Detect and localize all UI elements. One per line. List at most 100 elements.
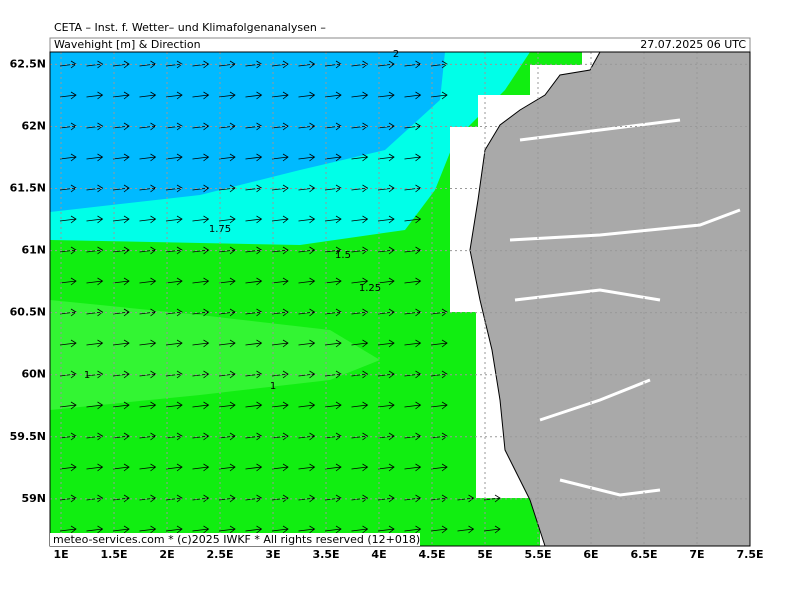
wave-arrow xyxy=(351,91,369,100)
contour-label: 1.75 xyxy=(209,224,231,235)
wave-arrow xyxy=(351,153,369,162)
wave-arrow xyxy=(165,91,183,100)
wave-arrow xyxy=(377,463,395,472)
x-tick-label: 3E xyxy=(265,548,280,561)
y-tick-label: 61N xyxy=(21,244,46,257)
wave-arrow xyxy=(404,308,422,317)
wave-arrow xyxy=(430,432,448,441)
wave-arrow xyxy=(112,215,130,224)
wave-arrow xyxy=(139,339,157,348)
wave-arrow xyxy=(86,308,104,317)
wave-arrow xyxy=(192,153,210,162)
wave-arrow xyxy=(404,432,422,441)
fjords xyxy=(509,118,741,497)
wave-arrow xyxy=(112,91,130,100)
x-tick-label: 6E xyxy=(583,548,598,561)
wave-arrow xyxy=(86,215,104,224)
wave-arrow xyxy=(86,246,104,255)
wave-arrow xyxy=(139,525,157,534)
wave-arrow xyxy=(139,432,157,441)
footer-box xyxy=(50,533,420,546)
wave-arrow xyxy=(192,525,210,534)
wave-arrow xyxy=(59,463,77,472)
wave-arrow xyxy=(245,339,263,348)
wave-arrow xyxy=(377,339,395,348)
wave-arrow xyxy=(192,91,210,100)
title: CETA – Inst. f. Wetter– und Klimafolgena… xyxy=(54,21,326,34)
wave-arrow xyxy=(59,494,77,503)
wave-arrow xyxy=(218,91,236,100)
wave-arrow xyxy=(430,308,448,317)
wave-arrow xyxy=(298,401,316,410)
wave-arrow xyxy=(324,370,342,379)
wave-arrow xyxy=(112,401,130,410)
wave-arrow xyxy=(218,463,236,472)
wave-arrow xyxy=(165,401,183,410)
wave-arrow xyxy=(351,215,369,224)
wave-arrow xyxy=(377,153,395,162)
y-tick-label: 60.5N xyxy=(10,306,46,319)
wave-arrow xyxy=(165,153,183,162)
wave-arrow xyxy=(404,277,422,286)
wave-arrow xyxy=(218,215,236,224)
date: 27.07.2025 06 UTC xyxy=(640,38,746,51)
wave-arrow xyxy=(324,525,342,534)
wave-arrow xyxy=(86,463,104,472)
wave-arrow xyxy=(430,339,448,348)
wave-arrow xyxy=(298,153,316,162)
wave-arrow xyxy=(59,432,77,441)
wave-arrow xyxy=(483,525,501,534)
x-tick-label: 4E xyxy=(371,548,386,561)
x-tick-label: 5.5E xyxy=(524,548,551,561)
contour-label: 1 xyxy=(84,370,90,381)
wave-arrow xyxy=(245,308,263,317)
wave-arrow xyxy=(165,246,183,255)
wave-arrow xyxy=(298,277,316,286)
x-tick-label: 3.5E xyxy=(313,548,340,561)
wave-arrow xyxy=(351,339,369,348)
wave-arrow xyxy=(351,184,369,193)
wave-arrow xyxy=(192,215,210,224)
wave-arrow xyxy=(218,339,236,348)
y-tick-label: 62.5N xyxy=(10,57,46,70)
wave-arrow xyxy=(404,370,422,379)
wave-arrow xyxy=(112,153,130,162)
wave-arrow xyxy=(377,277,395,286)
wave-arrow xyxy=(59,91,77,100)
wave-arrow xyxy=(298,91,316,100)
wave-arrow xyxy=(430,494,448,503)
wave-arrow xyxy=(351,432,369,441)
wave-arrow xyxy=(271,215,289,224)
wave-arrow xyxy=(377,91,395,100)
wave-arrow xyxy=(139,277,157,286)
wave-arrow xyxy=(59,184,77,193)
footer: meteo-services.com * (c)2025 IWKF * All … xyxy=(53,533,420,546)
wave-arrow xyxy=(404,215,422,224)
wave-arrow xyxy=(404,525,422,534)
wave-arrow xyxy=(86,339,104,348)
wave-arrow xyxy=(351,308,369,317)
wave-arrow xyxy=(192,401,210,410)
wave-arrow xyxy=(271,525,289,534)
x-tick-label: 5E xyxy=(477,548,492,561)
wave-arrow xyxy=(245,401,263,410)
wave-arrow xyxy=(351,122,369,131)
wave-arrow xyxy=(139,153,157,162)
wave-arrow xyxy=(271,153,289,162)
wave-arrow xyxy=(324,184,342,193)
wave-arrow xyxy=(139,246,157,255)
wave-arrow xyxy=(165,339,183,348)
wave-arrow xyxy=(218,153,236,162)
wave-arrow xyxy=(298,215,316,224)
wave-arrow xyxy=(139,494,157,503)
wave-arrow xyxy=(404,463,422,472)
wave-arrow xyxy=(86,370,104,379)
wave-arrow xyxy=(430,370,448,379)
wave-arrow xyxy=(404,246,422,255)
wave-arrow xyxy=(245,277,263,286)
wave-arrow xyxy=(86,184,104,193)
wave-arrow xyxy=(86,91,104,100)
wave-arrow xyxy=(139,184,157,193)
wave-arrow xyxy=(165,277,183,286)
